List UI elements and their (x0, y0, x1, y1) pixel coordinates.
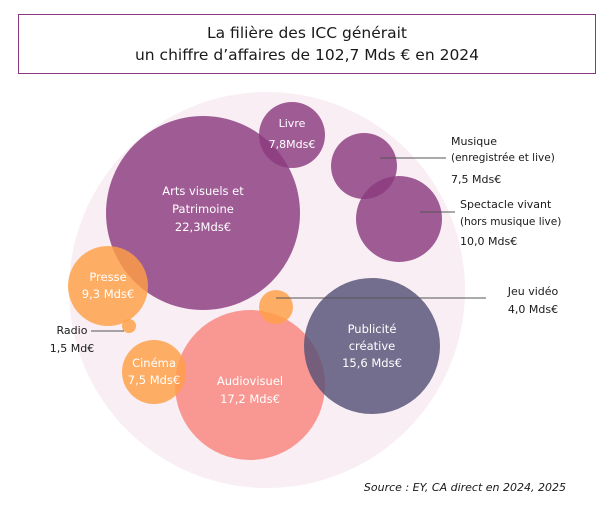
label-jeu-video: Jeu vidéo 4,0 Mds€ (507, 285, 559, 316)
label-radio: Radio 1,5 Md€ (50, 324, 94, 355)
label-presse: Presse 9,3 Mds€ (82, 270, 134, 301)
bubble-arts-visuels-et-patrimoine (106, 116, 300, 310)
label-audiovisuel: Audiovisuel 17,2 Mds€ (217, 374, 283, 406)
chart-title-line-1: La filière des ICC générait (207, 24, 407, 42)
bubble-audiovisuel (175, 310, 325, 460)
bubble-presse (68, 246, 148, 326)
chart-source: Source : EY, CA direct en 2024, 2025 (363, 481, 566, 494)
label-livre: Livre 7,8Mds€ (269, 117, 316, 151)
chart-title-line-2: un chiffre d’affaires de 102,7 Mds € en … (134, 46, 480, 64)
label-musique-enregistree-et-live: Musique (enregistrée et live) 7,5 Mds€ (451, 135, 555, 186)
chart-title-box: La filière des ICC générait un chiffre d… (18, 14, 596, 74)
label-spectacle-vivant-hors-musique-live: Spectacle vivant (hors musique live) 10,0 … (460, 198, 561, 248)
bubble-cinema (122, 340, 186, 404)
label-cinema: Cinéma 7,5 Mds€ (128, 356, 180, 387)
bubble-jeu-video (259, 290, 293, 324)
bubble-livre (259, 102, 325, 168)
bubble-radio (122, 319, 136, 333)
bubble-publicite-creative (304, 278, 440, 414)
label-arts-visuels-et-patrimoine: Arts visuels et Patrimoine 22,3Mds€ (162, 184, 244, 234)
label-publicite-creative: Publicité créative 15,6 Mds€ (342, 322, 402, 370)
bubble-musique-enregistree-et-live (331, 133, 397, 199)
bubble-spectacle-vivant-hors-musique-live (356, 176, 442, 262)
